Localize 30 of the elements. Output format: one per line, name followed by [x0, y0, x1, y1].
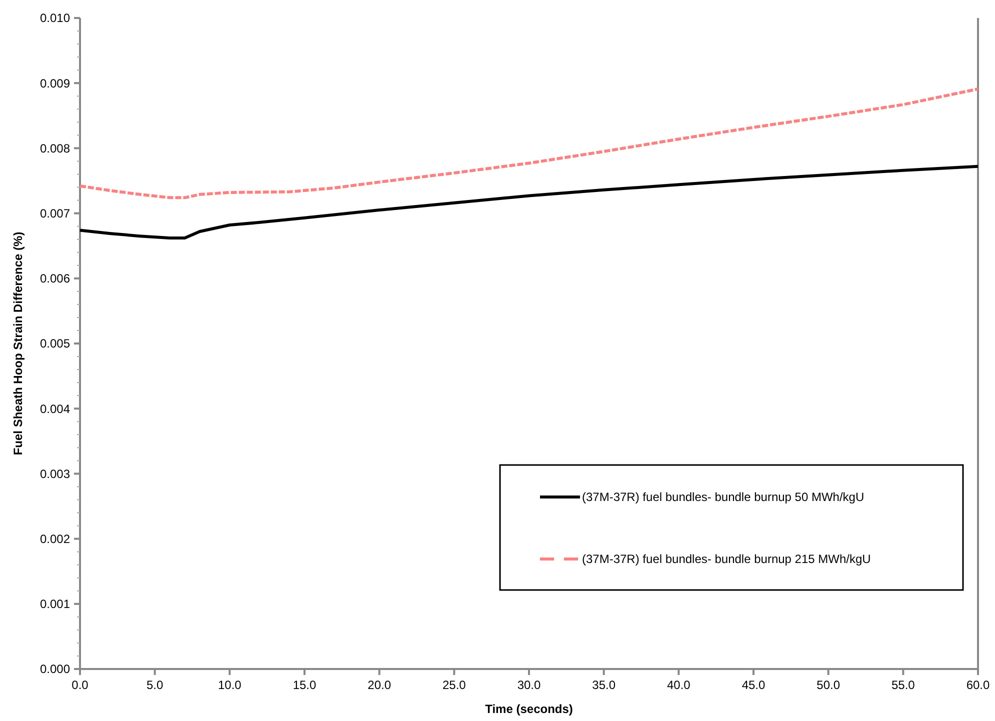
legend-label: (37M-37R) fuel bundles- bundle burnup 215 MWh/kgU — [582, 552, 871, 566]
x-tick-label: 45.0 — [742, 678, 766, 692]
y-tick-label: 0.001 — [40, 597, 70, 612]
line-series — [78, 87, 980, 200]
line-series — [78, 164, 980, 240]
x-tick-label: 20.0 — [368, 678, 392, 692]
x-tick-label: 30.0 — [517, 678, 541, 692]
x-tick-label: 15.0 — [292, 678, 316, 692]
y-tick-label: 0.002 — [40, 532, 70, 546]
x-tick-label: 5.0 — [146, 678, 164, 692]
x-tick-label: 40.0 — [666, 678, 691, 692]
y-tick-label: 0.009 — [40, 76, 70, 90]
x-tick-label: 25.0 — [442, 678, 466, 692]
x-tick-label: 10.0 — [218, 678, 242, 692]
x-tick-label: 55.0 — [891, 678, 916, 692]
y-tick-label: 0.004 — [40, 402, 70, 416]
y-tick-label: 0.003 — [40, 466, 70, 481]
y-tick-label: 0.005 — [40, 336, 70, 351]
x-tick-label: 0.0 — [72, 678, 89, 692]
x-tick-label: 50.0 — [816, 678, 840, 692]
y-tick-label: 0.008 — [40, 141, 70, 156]
x-axis-title: Time (seconds) — [485, 702, 573, 716]
y-axis-title: Fuel Sheath Hoop Strain Difference (%) — [11, 232, 25, 456]
y-tick-label: 0.007 — [40, 206, 70, 220]
x-tick-label: 35.0 — [592, 678, 616, 692]
y-tick-label: 0.006 — [40, 272, 70, 286]
x-tick-label: 60.0 — [966, 678, 990, 692]
y-tick-label: 0.010 — [40, 11, 70, 26]
y-tick-label: 0.000 — [40, 662, 70, 676]
legend-label: (37M-37R) fuel bundles- bundle burnup 50 MWh/kgU — [582, 490, 864, 504]
